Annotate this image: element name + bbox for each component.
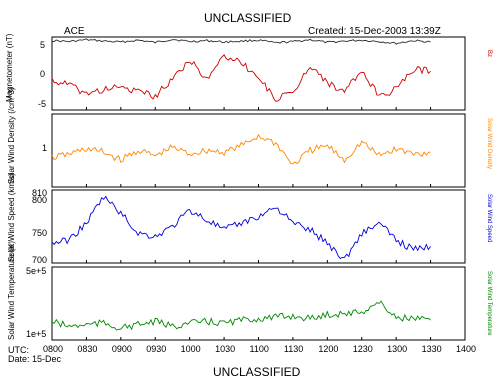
x-tick-label: 0830	[77, 344, 98, 354]
magnetometer-bz-line	[51, 54, 431, 102]
spacecraft-label: ACE	[64, 26, 85, 37]
x-tick-label: 1230	[352, 344, 373, 354]
temperature-panel-frame	[51, 266, 466, 341]
x-tick-label: 1330	[421, 344, 442, 354]
x-tick-label: 1030	[215, 344, 236, 354]
mag-ytick-0: 0	[40, 69, 46, 79]
density-line	[51, 133, 431, 165]
speed-right-label: Solar Wind Speed	[486, 194, 492, 243]
temperature-ylabel: Solar Wind Temperature (K)	[7, 241, 16, 340]
density-ylabel: Solar Wind Density (/cm^3)	[7, 87, 16, 184]
utc-label: UTC:	[8, 345, 29, 355]
magnetometer-panel-frame	[51, 36, 466, 111]
x-tick-label: 1400	[456, 344, 477, 354]
bz-right-label: Bz	[486, 50, 492, 58]
temperature-line	[51, 300, 431, 331]
date-label: Date: 15-Dec	[8, 354, 62, 364]
mag-ytick-neg5: -5	[38, 99, 47, 109]
x-tick-label: 0900	[111, 344, 132, 354]
density-ytick-1: 1	[42, 143, 48, 153]
x-tick-label: 1200	[318, 344, 339, 354]
x-tick-label: 1000	[180, 344, 201, 354]
density-right-label: Solar Wind Density	[486, 118, 492, 170]
speed-line	[51, 195, 431, 259]
x-tick-label: 0930	[146, 344, 167, 354]
created-timestamp: Created: 15-Dec-2003 13:39Z	[308, 26, 441, 37]
x-tick-label: 0800	[43, 344, 64, 354]
speed-panel-frame	[51, 189, 466, 264]
temperature-ytick-5e5: 5e+5	[26, 266, 47, 276]
magnetometer-bt-line	[51, 38, 431, 45]
speed-ytick-700: 700	[32, 255, 48, 265]
speed-ytick-810: 810	[32, 188, 48, 198]
mag-ytick-5: 5	[40, 40, 46, 50]
speed-ytick-800: 800	[32, 195, 48, 205]
speed-ytick-750: 750	[32, 228, 48, 238]
x-tick-label: 1130	[283, 344, 304, 354]
temperature-right-label: Solar Wind Temperature	[486, 271, 492, 336]
temperature-ytick-1e5: 1e+5	[26, 329, 47, 339]
classification-top: UNCLASSIFIED	[204, 11, 292, 25]
classification-bottom: UNCLASSIFIED	[213, 365, 301, 379]
x-tick-label: 1100	[249, 344, 269, 354]
x-tick-label: 1300	[387, 344, 408, 354]
